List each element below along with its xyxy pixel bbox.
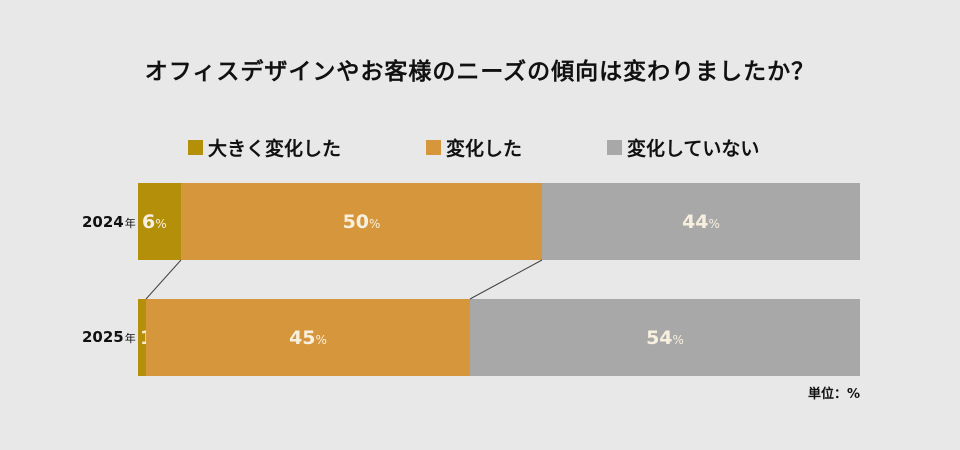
unit-note: 単位：%: [807, 387, 860, 402]
legend-label: 大きく変化した: [208, 138, 342, 160]
legend-label: 変化した: [446, 138, 523, 160]
segment-value: 6%: [142, 210, 167, 233]
legend-label: 変化していない: [627, 138, 760, 160]
legend-swatch-no-change: [607, 140, 622, 155]
year-text: 2025: [82, 328, 124, 346]
legend: 大きく変化した 変化した 変化していない: [0, 134, 960, 161]
chart-title: オフィスデザインやお客様のニーズの傾向は変わりましたか？: [144, 59, 816, 85]
bar-2025: 1% 45% 54%: [138, 299, 860, 376]
legend-swatch-major-change: [188, 140, 203, 155]
legend-item-changed: 変化した: [426, 134, 522, 161]
segment-changed: 50%: [181, 183, 542, 260]
year-suffix: 年: [124, 217, 136, 230]
year-suffix: 年: [124, 332, 136, 345]
bar-2024: 6% 50% 44%: [138, 183, 860, 260]
segment-major-change: 6%: [138, 183, 181, 260]
legend-item-no-change: 変化していない: [607, 134, 759, 161]
legend-item-major-change: 大きく変化した: [188, 134, 341, 161]
year-text: 2024: [82, 213, 124, 231]
segment-no-change: 54%: [470, 299, 860, 376]
segment-no-change: 44%: [542, 183, 860, 260]
connector-line: [469, 259, 543, 300]
legend-swatch-changed: [426, 140, 441, 155]
row-label-2025: 2025年: [82, 328, 136, 346]
row-label-2024: 2024年: [82, 213, 136, 231]
segment-value: 54%: [646, 326, 684, 349]
connector-line: [145, 259, 182, 300]
segment-changed: 45%: [146, 299, 470, 376]
segment-value: 50%: [342, 210, 381, 233]
segment-value: 44%: [682, 210, 720, 233]
segment-value: 45%: [289, 326, 327, 349]
